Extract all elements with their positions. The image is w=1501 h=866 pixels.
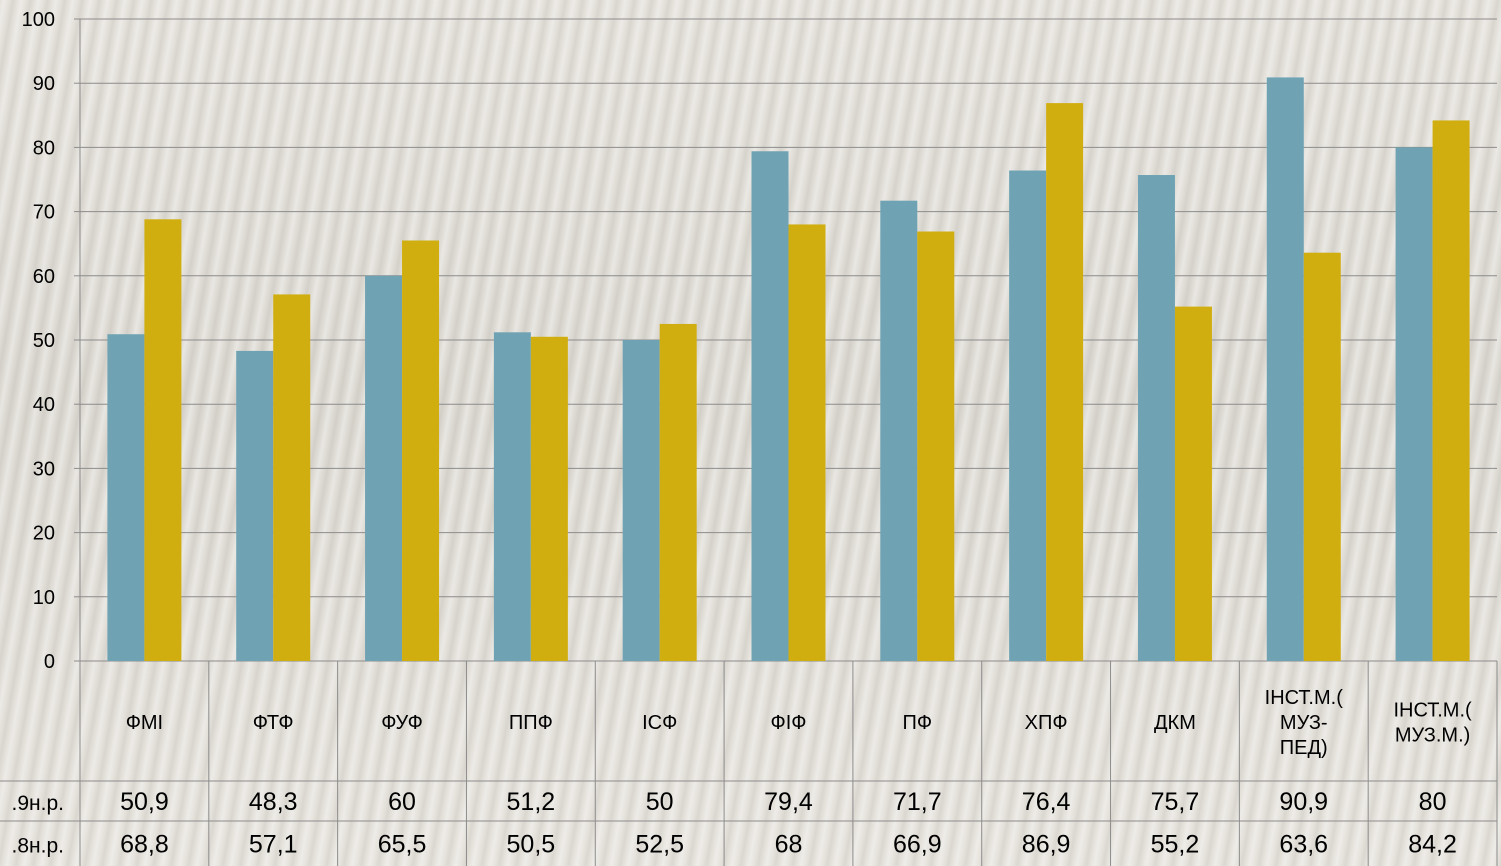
- bar-series1: [880, 200, 918, 661]
- data-value-label: 50: [646, 788, 674, 816]
- bar-series2: [1432, 120, 1470, 662]
- series-row-label: .9н.р.: [12, 792, 64, 815]
- bar-series1: [1137, 175, 1175, 662]
- data-table: ФМІ ФТФ ФУФ ППФ ІСФ ФІФ ПФ ХПФ ДКМ ІНСТ.М.( МУЗ- ПЕ…: [0, 661, 1498, 866]
- data-value-label: 50,5: [507, 831, 556, 859]
- y-tick-label: 50: [33, 330, 55, 352]
- data-value-label: 68: [775, 831, 803, 859]
- bar-series1: [622, 340, 660, 661]
- data-value-label: 86,9: [1022, 831, 1071, 859]
- data-value-label: 68,8: [120, 831, 169, 859]
- bar-series2: [659, 323, 697, 661]
- y-tick-label: 40: [33, 394, 55, 416]
- y-tick-label: 90: [33, 73, 55, 95]
- x-category-label: ПФ: [903, 712, 933, 734]
- bar-series2: [1303, 252, 1341, 662]
- x-category-label: ДКМ: [1154, 712, 1196, 734]
- y-tick-label: 70: [33, 202, 55, 224]
- data-value-label: 75,7: [1151, 788, 1200, 816]
- y-tick-label: 0: [44, 651, 55, 673]
- data-value-label: 90,9: [1279, 788, 1328, 816]
- x-category-label: ФМІ: [126, 712, 163, 734]
- x-category-label: ППФ: [509, 712, 553, 734]
- bar-series1: [1266, 77, 1304, 661]
- x-category-label: ІНСТ.М.(: [1393, 700, 1472, 722]
- x-category-label: ФУФ: [381, 712, 423, 734]
- data-value-label: 80: [1419, 788, 1447, 816]
- x-category-label: ПЕД): [1280, 737, 1328, 759]
- y-tick-label: 100: [22, 9, 55, 31]
- data-value-label: 55,2: [1151, 831, 1200, 859]
- bar-series2: [273, 294, 311, 661]
- y-tick-label: 80: [33, 137, 55, 159]
- x-category-label: МУЗ.М.): [1395, 725, 1470, 747]
- x-category-label: ФІФ: [771, 712, 807, 734]
- bar-series2: [144, 219, 182, 661]
- bar-series2: [530, 336, 568, 661]
- y-tick-label: 60: [33, 266, 55, 288]
- data-value-label: 65,5: [378, 831, 427, 859]
- bar-series2: [1046, 103, 1084, 662]
- data-value-label: 48,3: [249, 788, 298, 816]
- data-value-label: 57,1: [249, 831, 298, 859]
- data-value-label: 63,6: [1279, 831, 1328, 859]
- bar-series1: [365, 275, 403, 661]
- data-value-label: 51,2: [507, 788, 556, 816]
- data-value-label: 50,9: [120, 788, 169, 816]
- bar-series1: [1009, 170, 1047, 661]
- bar-series2: [402, 240, 440, 662]
- data-value-label: 60: [388, 788, 416, 816]
- bar-series1: [1395, 147, 1433, 661]
- y-tick-label: 20: [33, 523, 55, 545]
- x-category-label: ІНСТ.М.(: [1265, 687, 1344, 709]
- x-category-label: ІСФ: [642, 712, 677, 734]
- x-category-label: ФТФ: [253, 712, 294, 734]
- bar-series1: [493, 332, 531, 661]
- y-tick-label: 30: [33, 458, 55, 480]
- bar-series1: [236, 350, 274, 661]
- data-value-label: 71,7: [893, 788, 942, 816]
- bar-series2: [1174, 306, 1212, 661]
- x-category-label: ХПФ: [1025, 712, 1068, 734]
- bars: [107, 77, 1470, 662]
- data-value-label: 76,4: [1022, 788, 1071, 816]
- bar-series1: [107, 334, 145, 661]
- bar-series1: [751, 151, 789, 661]
- y-axis: 0 10 20 30 40 50 60 70 80 90 100: [22, 9, 81, 673]
- series-row-label: .8н.р.: [12, 835, 64, 858]
- bar-series2: [788, 224, 826, 661]
- y-tick-label: 10: [33, 587, 55, 609]
- data-value-label: 66,9: [893, 831, 942, 859]
- x-category-label: МУЗ-: [1280, 712, 1328, 734]
- data-value-label: 52,5: [635, 831, 684, 859]
- bar-series2: [917, 231, 955, 661]
- data-value-label: 79,4: [764, 788, 813, 816]
- data-value-label: 84,2: [1408, 831, 1457, 859]
